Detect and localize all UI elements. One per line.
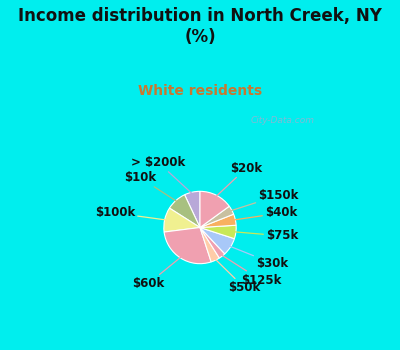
Text: White residents: White residents [138, 84, 262, 98]
Wedge shape [200, 228, 234, 254]
Wedge shape [200, 191, 229, 228]
Text: City-Data.com: City-Data.com [250, 116, 314, 125]
Wedge shape [184, 191, 200, 228]
Wedge shape [200, 225, 236, 239]
Text: $150k: $150k [230, 189, 299, 211]
Text: $75k: $75k [234, 229, 298, 242]
Wedge shape [164, 228, 211, 264]
Wedge shape [164, 208, 200, 232]
Wedge shape [200, 206, 234, 228]
Text: $30k: $30k [229, 246, 288, 270]
Text: $60k: $60k [132, 257, 182, 290]
Text: $50k: $50k [215, 259, 261, 294]
Text: $40k: $40k [234, 206, 297, 220]
Text: $125k: $125k [221, 255, 281, 287]
Text: $10k: $10k [124, 171, 177, 202]
Text: $20k: $20k [216, 162, 262, 197]
Wedge shape [200, 228, 225, 258]
Wedge shape [170, 195, 200, 228]
Text: $100k: $100k [95, 206, 166, 220]
Text: Income distribution in North Creek, NY
(%): Income distribution in North Creek, NY (… [18, 7, 382, 46]
Text: > $200k: > $200k [131, 156, 192, 194]
Wedge shape [200, 214, 236, 228]
Wedge shape [200, 228, 219, 262]
